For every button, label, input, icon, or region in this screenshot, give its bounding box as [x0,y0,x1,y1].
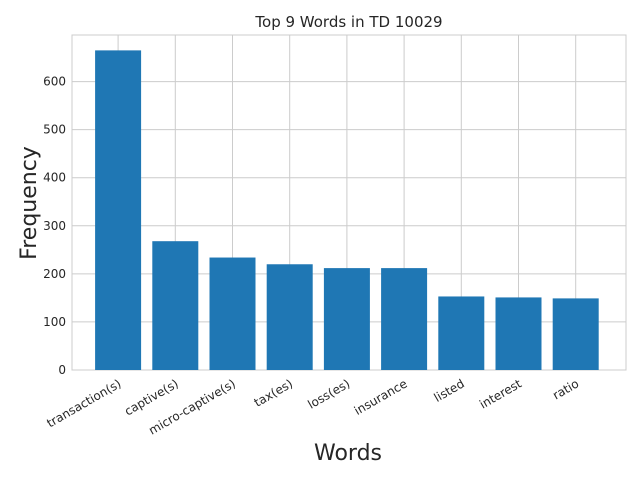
bars [95,50,599,371]
bar-captive-s [152,241,199,370]
x-tick-label: tax(es) [252,376,296,409]
x-tick-labels: transaction(s)captive(s)micro-captive(s)… [44,376,581,437]
bar-micro-captive-s [209,257,256,370]
chart-title: Top 9 Words in TD 10029 [254,13,442,31]
y-axis-label: Frequency [17,146,42,260]
bar-ratio [552,298,599,370]
x-tick-label: ratio [550,376,581,402]
bar-insurance [381,268,428,370]
x-tick-label: insurance [352,376,410,417]
x-tick-label: loss(es) [305,376,352,411]
x-tick-label: interest [477,376,524,411]
y-tick-label: 0 [58,363,66,377]
bar-tax-es [266,264,313,370]
y-tick-label: 200 [43,267,66,281]
x-axis-label: Words [314,441,382,466]
bar-interest [495,297,542,370]
y-tick-label: 400 [43,171,66,185]
bar-listed [438,296,485,370]
y-tick-label: 500 [43,123,66,137]
x-tick-label: listed [432,376,467,404]
x-tick-label: transaction(s) [44,376,123,430]
y-tick-label: 100 [43,315,66,329]
y-tick-label: 300 [43,219,66,233]
bar-loss-es [323,268,370,370]
bar-transaction-s [95,50,142,371]
y-tick-labels: 0 100 200 300 400 500 600 [43,75,66,377]
y-tick-label: 600 [43,75,66,89]
